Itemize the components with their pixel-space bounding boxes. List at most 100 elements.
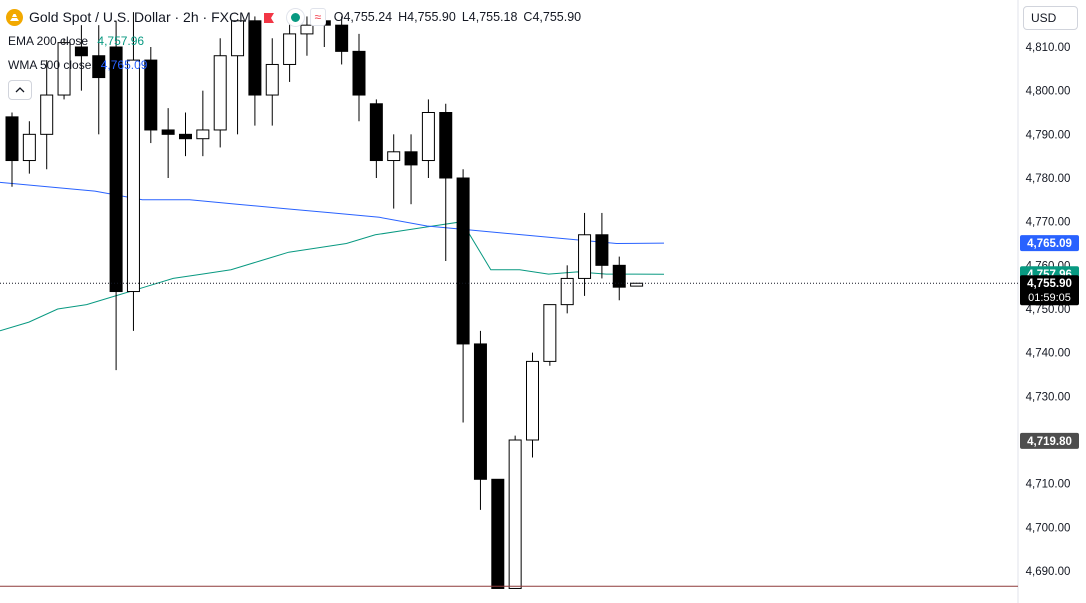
wma-label: WMA 500 close xyxy=(8,58,92,72)
candle-body xyxy=(491,478,505,589)
candle-body xyxy=(508,439,522,589)
candle-body xyxy=(352,50,366,96)
wma-price-badge xyxy=(1020,235,1079,252)
data-wave-icon[interactable]: ≈ xyxy=(309,8,326,26)
countdown-text: 01:59:05 xyxy=(1028,292,1071,304)
candle[interactable] xyxy=(161,108,175,178)
price-tick-label: 4,810.00 xyxy=(1026,42,1071,54)
candle[interactable] xyxy=(22,121,36,174)
candle-body xyxy=(109,46,123,293)
candle[interactable] xyxy=(196,90,210,157)
candle-body xyxy=(595,234,609,266)
candle[interactable] xyxy=(560,265,574,314)
candle[interactable] xyxy=(92,25,106,135)
chevron-up-icon xyxy=(15,87,25,93)
candle-body xyxy=(543,304,557,362)
candle[interactable] xyxy=(5,112,19,187)
last-price-badge xyxy=(1020,275,1079,306)
price-tick-label: 4,770.00 xyxy=(1026,217,1071,229)
price-tick-label: 4,710.00 xyxy=(1026,479,1071,491)
market-status-icon xyxy=(286,8,304,26)
candle[interactable] xyxy=(473,330,487,510)
price-tick-label: 4,800.00 xyxy=(1026,86,1071,98)
candle-body xyxy=(387,151,401,162)
candle-body xyxy=(196,129,210,140)
symbol-legend[interactable]: Gold Spot / U.S. Dollar · 2h · FXCM ≈ O4… xyxy=(6,6,587,28)
candle[interactable] xyxy=(300,16,314,56)
ema-value: 4,757.96 xyxy=(97,34,145,48)
candle-body xyxy=(74,46,88,57)
wma-price-badge-text: 4,765.09 xyxy=(1027,238,1072,250)
currency-select[interactable]: USD xyxy=(1023,6,1078,30)
candle-body xyxy=(92,55,106,79)
candle-body xyxy=(248,20,262,96)
candle-body xyxy=(57,42,71,96)
candle[interactable] xyxy=(491,478,505,589)
candle-body xyxy=(283,33,297,65)
collapse-indicators-button[interactable] xyxy=(8,80,32,100)
candle[interactable] xyxy=(74,25,88,91)
candle-body xyxy=(335,24,349,52)
symbol-title[interactable]: Gold Spot / U.S. Dollar · 2h · FXCM xyxy=(29,9,251,25)
candle[interactable] xyxy=(283,16,297,82)
candle[interactable] xyxy=(40,60,54,170)
candle-body xyxy=(5,116,19,162)
candle-body xyxy=(421,112,435,162)
candle[interactable] xyxy=(126,12,140,331)
candle[interactable] xyxy=(526,352,539,458)
candle[interactable] xyxy=(595,212,609,279)
candle[interactable] xyxy=(352,33,366,122)
candle-body xyxy=(161,129,175,135)
candle[interactable] xyxy=(369,99,383,178)
candle-body xyxy=(404,151,418,166)
close-value: C4,755.90 xyxy=(523,10,582,24)
candle[interactable] xyxy=(179,112,192,157)
candle[interactable] xyxy=(578,212,592,296)
candle-body xyxy=(473,343,487,480)
price-tick-label: 4,700.00 xyxy=(1026,522,1071,534)
candle[interactable] xyxy=(265,38,279,126)
candle[interactable] xyxy=(335,16,349,65)
candle[interactable] xyxy=(231,20,245,135)
flag-icon[interactable] xyxy=(263,11,275,23)
candle-body xyxy=(231,20,245,57)
price-tick-label: 4,690.00 xyxy=(1026,566,1071,578)
candle[interactable] xyxy=(508,435,522,589)
candle[interactable] xyxy=(456,169,470,423)
candle[interactable] xyxy=(543,304,557,366)
candle[interactable] xyxy=(421,99,435,178)
high-value: H4,755.90 xyxy=(398,10,456,24)
ema-line xyxy=(0,221,665,332)
candle[interactable] xyxy=(109,20,123,371)
price-tick-label: 4,740.00 xyxy=(1026,348,1071,360)
candle[interactable] xyxy=(404,134,418,205)
ohlc-values: O4,755.24 H4,755.90 L4,755.18 C4,755.90 xyxy=(334,10,587,24)
level-price-badge xyxy=(1020,432,1079,449)
candle-body xyxy=(40,94,54,135)
candle-body xyxy=(179,133,192,140)
candle[interactable] xyxy=(439,103,453,261)
candle-body xyxy=(265,63,279,96)
candle[interactable] xyxy=(387,134,401,209)
candle-body xyxy=(22,133,36,162)
candle-body xyxy=(560,277,574,306)
currency-label: USD xyxy=(1031,11,1057,25)
candle[interactable] xyxy=(612,256,626,301)
candle-body xyxy=(439,112,453,179)
candle-body xyxy=(213,55,227,131)
last-price-text: 4,755.90 xyxy=(1027,278,1072,290)
candle[interactable] xyxy=(213,38,227,148)
price-tick-label: 4,730.00 xyxy=(1026,391,1071,403)
candle-body xyxy=(144,59,158,131)
candle-body xyxy=(612,264,626,288)
candle-body xyxy=(456,177,470,345)
gold-logo-icon xyxy=(6,8,23,26)
candle[interactable] xyxy=(144,47,158,144)
candle[interactable] xyxy=(57,38,71,100)
level-price-badge-text: 4,719.80 xyxy=(1027,436,1072,448)
candle[interactable] xyxy=(248,16,262,126)
ema-legend[interactable]: EMA 200 close 4,757.96 xyxy=(8,34,144,48)
wma-legend[interactable]: WMA 500 close 4,765.09 xyxy=(8,58,147,72)
low-value: L4,755.18 xyxy=(461,10,518,24)
